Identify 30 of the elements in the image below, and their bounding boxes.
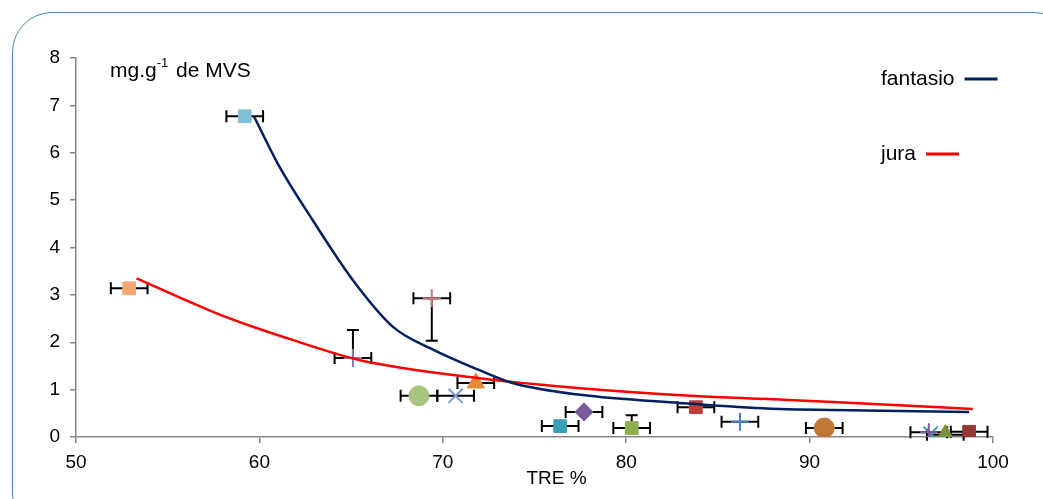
y-tick-label: 1 xyxy=(49,377,60,399)
legend-label: jura xyxy=(880,140,917,164)
point xyxy=(553,419,568,433)
point xyxy=(237,109,252,124)
point xyxy=(421,288,442,309)
point xyxy=(408,385,430,407)
x-tick-label: 50 xyxy=(65,450,87,472)
x-tick-label: 80 xyxy=(615,450,637,472)
x-tick-label: 100 xyxy=(977,450,1009,472)
point xyxy=(122,281,137,296)
y-tick-label: 5 xyxy=(49,188,60,210)
y-tick-label: 2 xyxy=(49,330,60,352)
legend-label: fantasio xyxy=(881,65,955,89)
point xyxy=(813,417,835,437)
x-axis-title: TRE % xyxy=(526,467,587,489)
point xyxy=(342,347,363,368)
point xyxy=(574,402,594,422)
point xyxy=(729,411,750,432)
point xyxy=(624,421,639,435)
point xyxy=(447,387,464,404)
y-tick-label: 8 xyxy=(49,46,60,68)
y-tick-label: 3 xyxy=(49,283,60,305)
x-tick-label: 90 xyxy=(799,450,821,472)
y-tick-label: 0 xyxy=(49,425,60,447)
y-tick-label: 6 xyxy=(49,140,60,162)
y-tick-label: 7 xyxy=(49,93,60,115)
x-tick-label: 60 xyxy=(248,450,270,472)
x-tick-label: 70 xyxy=(432,450,454,472)
y-tick-label: 4 xyxy=(49,235,61,257)
line-series xyxy=(135,277,975,411)
